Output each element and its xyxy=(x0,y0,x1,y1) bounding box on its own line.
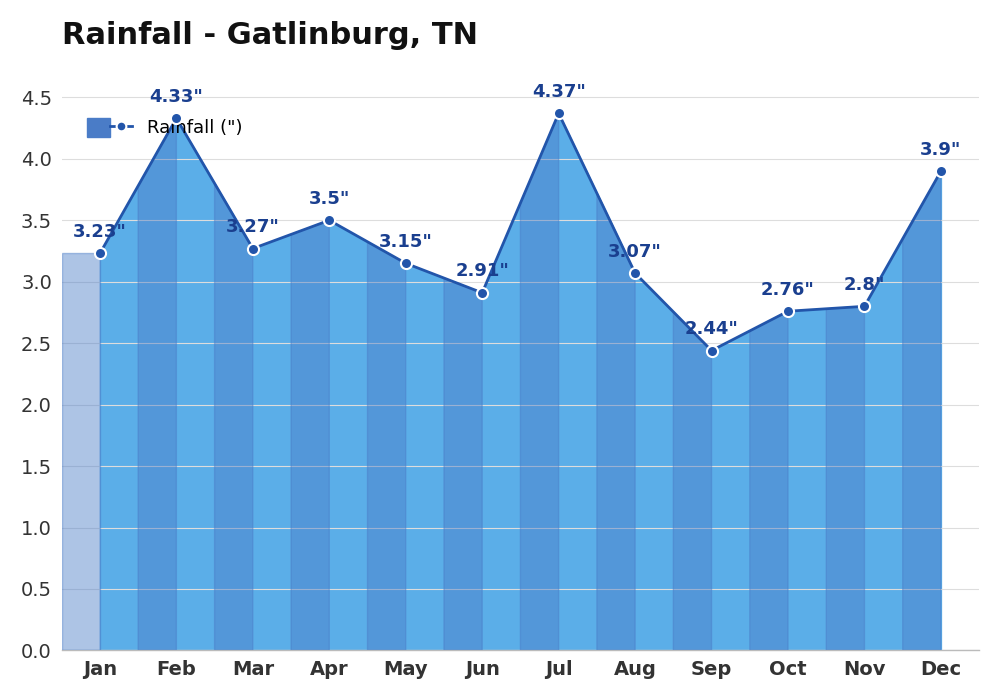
Text: 2.44": 2.44" xyxy=(685,320,739,338)
Polygon shape xyxy=(62,253,100,650)
Polygon shape xyxy=(138,118,176,650)
Polygon shape xyxy=(291,220,329,650)
Text: 4.33": 4.33" xyxy=(149,88,203,106)
Text: 3.15": 3.15" xyxy=(379,233,433,251)
Text: 3.9": 3.9" xyxy=(920,141,962,159)
Polygon shape xyxy=(826,307,864,650)
Polygon shape xyxy=(673,312,712,650)
Text: 3.27": 3.27" xyxy=(226,218,280,236)
Text: 3.5": 3.5" xyxy=(309,190,350,208)
Legend: Rainfall ("): Rainfall (") xyxy=(80,111,249,145)
Text: Rainfall - Gatlinburg, TN: Rainfall - Gatlinburg, TN xyxy=(62,21,478,50)
Text: 2.91": 2.91" xyxy=(455,262,509,280)
Polygon shape xyxy=(215,183,253,650)
Text: 4.37": 4.37" xyxy=(532,83,586,101)
Polygon shape xyxy=(750,312,788,650)
Text: 2.76": 2.76" xyxy=(761,281,815,299)
Polygon shape xyxy=(903,171,941,650)
Polygon shape xyxy=(520,113,559,650)
Polygon shape xyxy=(597,193,635,650)
Polygon shape xyxy=(368,241,406,650)
Text: 3.23": 3.23" xyxy=(73,223,127,241)
Text: 2.8": 2.8" xyxy=(844,276,885,294)
Text: 3.07": 3.07" xyxy=(608,243,662,260)
Polygon shape xyxy=(444,278,482,650)
